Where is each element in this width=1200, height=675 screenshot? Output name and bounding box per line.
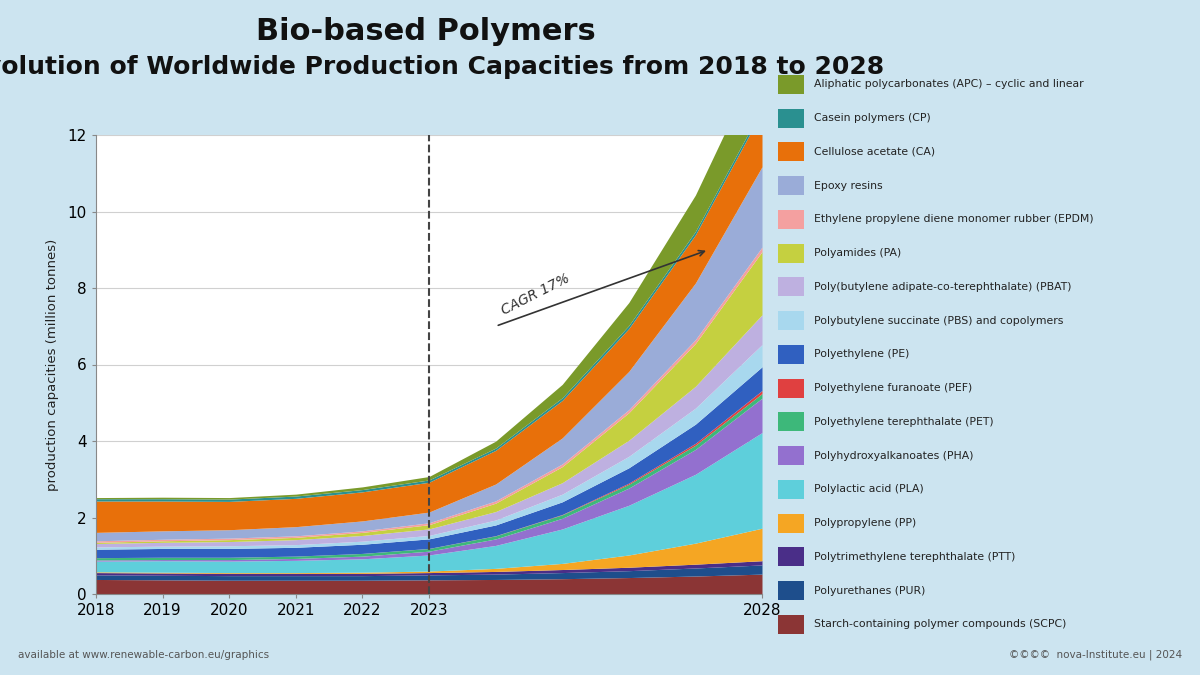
Text: Epoxy resins: Epoxy resins — [814, 181, 882, 190]
Text: Polyamides (PA): Polyamides (PA) — [814, 248, 901, 258]
Text: Poly(butylene adipate-co-terephthalate) (PBAT): Poly(butylene adipate-co-terephthalate) … — [814, 282, 1072, 292]
Text: Polypropylene (PP): Polypropylene (PP) — [814, 518, 916, 528]
Text: Polylactic acid (PLA): Polylactic acid (PLA) — [814, 485, 923, 494]
Text: Evolution of Worldwide Production Capacities from 2018 to 2028: Evolution of Worldwide Production Capaci… — [0, 55, 884, 80]
Text: Polyethylene terephthalate (PET): Polyethylene terephthalate (PET) — [814, 417, 994, 427]
Text: Polyurethanes (PUR): Polyurethanes (PUR) — [814, 586, 925, 595]
Text: Ethylene propylene diene monomer rubber (EPDM): Ethylene propylene diene monomer rubber … — [814, 215, 1093, 224]
Text: Aliphatic polycarbonates (APC) – cyclic and linear: Aliphatic polycarbonates (APC) – cyclic … — [814, 80, 1084, 89]
Text: ©©©©  nova-Institute.eu | 2024: ©©©© nova-Institute.eu | 2024 — [1009, 649, 1182, 660]
Y-axis label: production capacities (million tonnes): production capacities (million tonnes) — [47, 238, 59, 491]
Text: Bio-based Polymers: Bio-based Polymers — [256, 17, 596, 46]
Text: Casein polymers (CP): Casein polymers (CP) — [814, 113, 930, 123]
Text: Polytrimethylene terephthalate (PTT): Polytrimethylene terephthalate (PTT) — [814, 552, 1015, 562]
Text: CAGR 17%: CAGR 17% — [499, 271, 572, 318]
Text: available at www.renewable-carbon.eu/graphics: available at www.renewable-carbon.eu/gra… — [18, 650, 269, 660]
Text: Polyethylene (PE): Polyethylene (PE) — [814, 350, 908, 359]
Text: Cellulose acetate (CA): Cellulose acetate (CA) — [814, 147, 935, 157]
Text: Polybutylene succinate (PBS) and copolymers: Polybutylene succinate (PBS) and copolym… — [814, 316, 1063, 325]
Text: Polyhydroxyalkanoates (PHA): Polyhydroxyalkanoates (PHA) — [814, 451, 973, 460]
Text: Polyethylene furanoate (PEF): Polyethylene furanoate (PEF) — [814, 383, 972, 393]
Text: Starch-containing polymer compounds (SCPC): Starch-containing polymer compounds (SCP… — [814, 620, 1066, 629]
